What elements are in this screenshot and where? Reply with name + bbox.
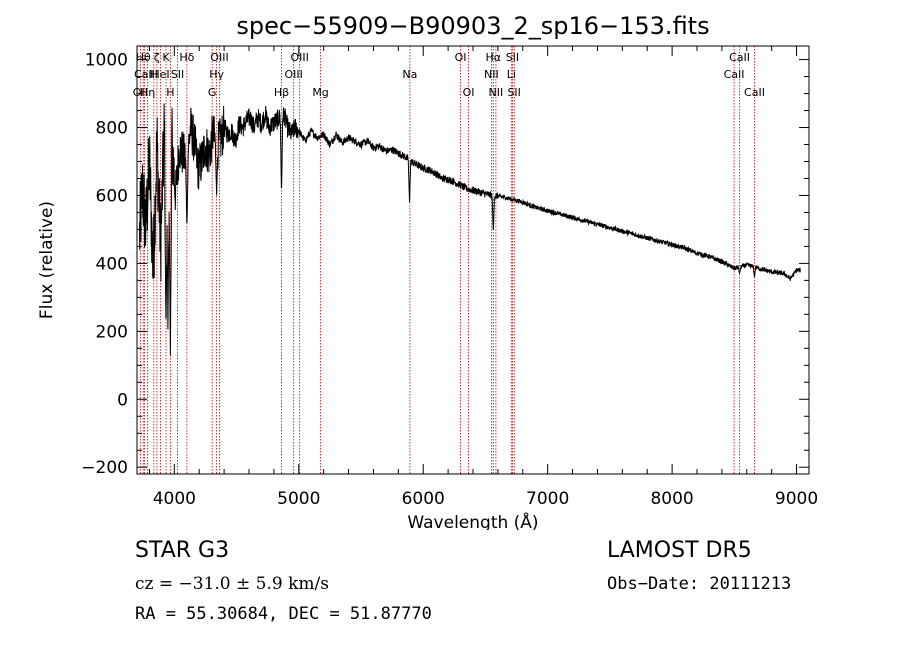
line-label-22: Hα	[486, 51, 502, 64]
y-tick-label-5: 800	[96, 119, 128, 139]
line-label-29: CaII	[744, 86, 765, 99]
x-tick-label-2: 6000	[402, 489, 445, 509]
line-label-12: Hγ	[209, 68, 224, 81]
line-label-28: CaII	[729, 51, 750, 64]
x-tick-label-1: 5000	[277, 489, 320, 509]
y-tick-label-6: 1000	[85, 51, 128, 71]
line-label-6: HeI	[151, 68, 169, 81]
y-tick-label-0: −200	[81, 458, 128, 478]
x-axis-tick-labels: 4000 5000 6000 7000 8000 9000	[153, 489, 818, 509]
chart-title: spec−55909−B90903_2_sp16−153.fits	[236, 12, 709, 40]
line-label-26: SII	[507, 86, 520, 99]
x-axis-label: Wavelength (Å)	[407, 511, 538, 530]
line-label-16: OIII	[290, 51, 308, 64]
survey-name: LAMOST DR5	[607, 538, 752, 563]
line-label-2: CaII	[134, 68, 155, 81]
line-labels: OIIHθCaIIHηHζHeIKHSIIHδGHγOIIIHβOIIIOIII…	[133, 51, 765, 99]
redshift-value: cz = −31.0 ± 5.9 km/s	[135, 574, 329, 594]
x-tick-label-4: 8000	[650, 489, 693, 509]
coordinates: RA = 55.30684, DEC = 51.87770	[135, 604, 432, 624]
line-label-1: Hθ	[136, 51, 151, 64]
line-label-23: NII	[489, 86, 504, 99]
observation-date: Obs−Date: 20111213	[607, 574, 792, 594]
line-label-10: Hδ	[179, 51, 194, 64]
line-label-8: H	[166, 86, 174, 99]
line-label-3: Hη	[140, 86, 155, 99]
line-label-17: Mg	[312, 86, 328, 99]
line-label-4: H	[150, 68, 158, 81]
line-label-15: OIII	[284, 68, 302, 81]
line-label-19: OI	[455, 51, 467, 64]
y-axis-tick-labels: −200 0 200 400 600 800 1000	[81, 51, 128, 479]
line-label-13: OIII	[210, 51, 228, 64]
line-label-20: OI	[463, 86, 475, 99]
y-tick-label-2: 200	[96, 322, 128, 342]
object-class: STAR G3	[135, 538, 230, 563]
plot-frame	[136, 45, 810, 475]
y-tick-label-4: 600	[96, 186, 128, 206]
x-axis-ticks	[148, 46, 798, 474]
x-tick-label-5: 9000	[775, 489, 818, 509]
line-label-5: ζ	[154, 51, 160, 64]
y-tick-label-1: 0	[117, 390, 128, 410]
y-tick-label-3: 400	[96, 254, 128, 274]
spectrum-chart: spec−55909−B90903_2_sp16−153.fits OIIHθC…	[37, 12, 818, 530]
spectrum-line	[139, 103, 801, 356]
line-label-24: Li	[507, 68, 516, 81]
line-markers	[139, 46, 755, 474]
x-tick-label-3: 7000	[526, 489, 569, 509]
y-axis-label: Flux (relative)	[37, 201, 57, 319]
x-tick-label-0: 4000	[153, 489, 196, 509]
line-label-11: G	[208, 86, 217, 99]
line-label-27: CaII	[724, 68, 745, 81]
y-axis-ticks	[137, 59, 809, 468]
line-label-7: K	[162, 51, 170, 64]
line-label-14: Hβ	[274, 86, 289, 99]
line-label-18: Na	[402, 68, 417, 81]
line-label-25: SII	[506, 51, 519, 64]
line-label-21: NII	[484, 68, 499, 81]
line-label-9: SII	[171, 68, 184, 81]
